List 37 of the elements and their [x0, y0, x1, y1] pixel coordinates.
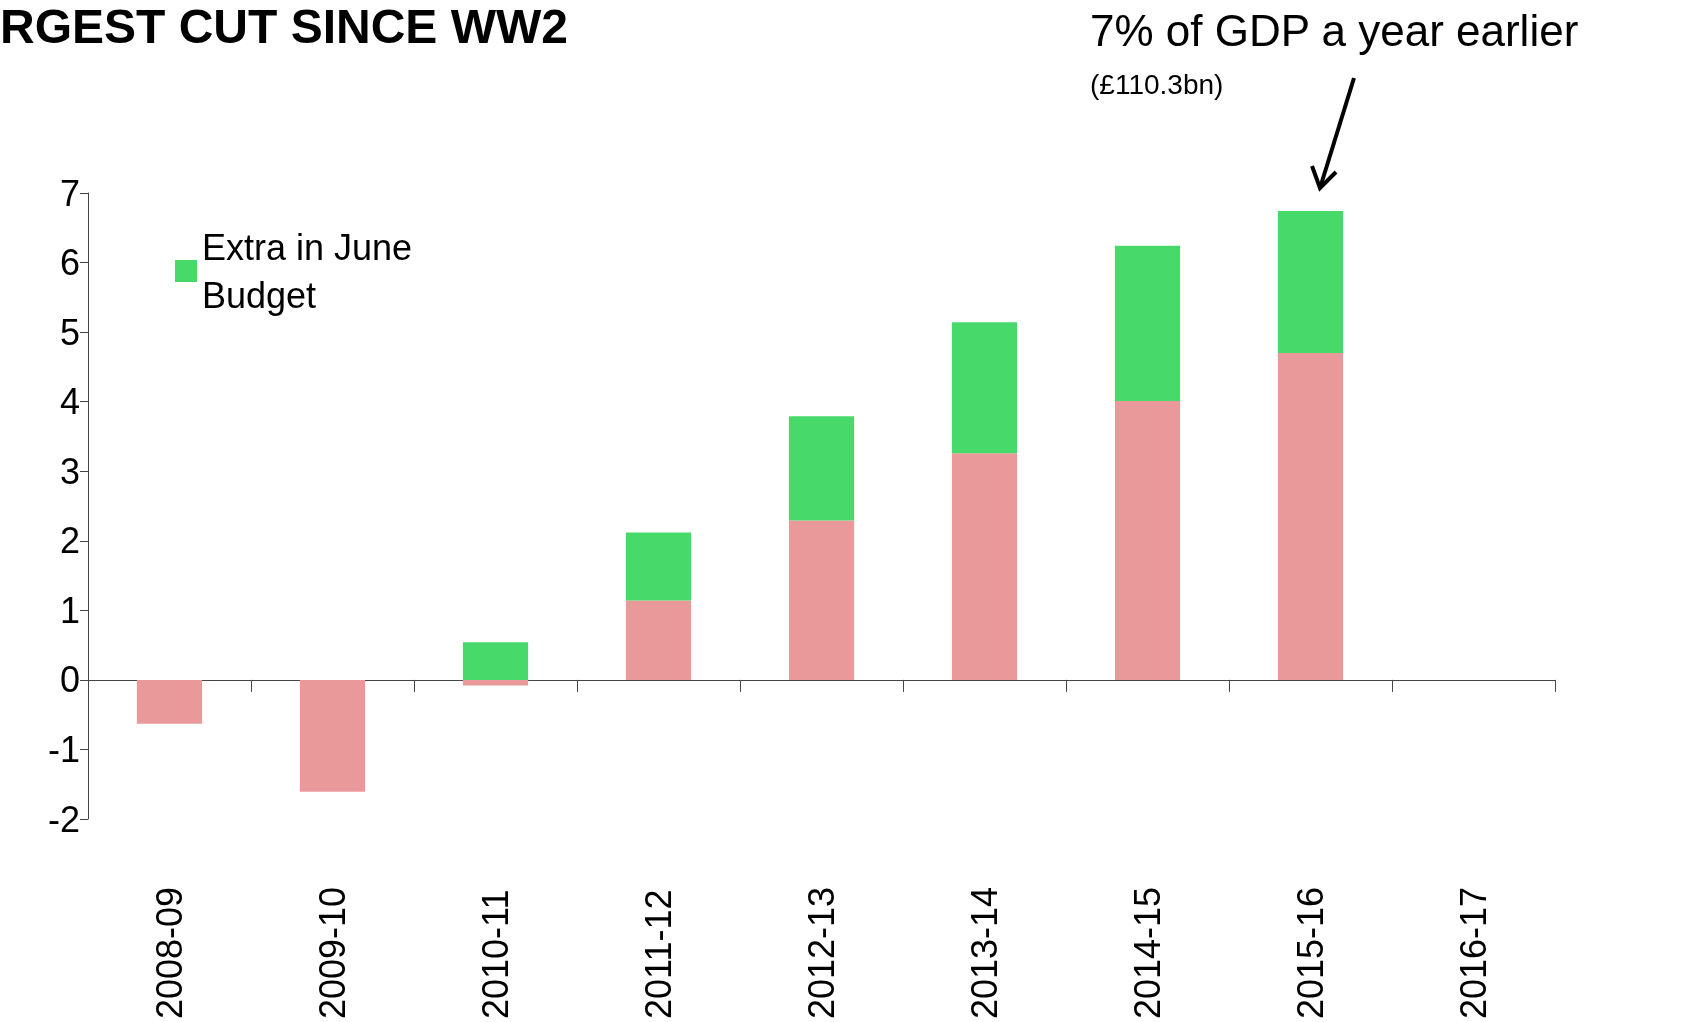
y-tick-label: 5: [59, 311, 80, 353]
x-tick-label: 2016-17: [1453, 886, 1494, 1019]
bar: [299, 679, 366, 792]
bar: [1114, 245, 1181, 401]
bar: [1277, 352, 1344, 680]
x-tick-label: 2010-11: [475, 889, 516, 1019]
bar: [951, 453, 1018, 680]
x-tick-label: 2009-10: [312, 886, 353, 1019]
bar: [625, 532, 692, 601]
bar: [1114, 400, 1181, 680]
legend-label: Extra in June Budget: [202, 226, 423, 316]
bar: [136, 679, 203, 724]
y-tick-label: 6: [59, 242, 80, 284]
y-tick-label: 3: [59, 450, 80, 492]
chart-title: RGEST CUT SINCE WW2: [0, 0, 569, 53]
x-tick-label: 2008-09: [149, 886, 190, 1019]
bar: [462, 679, 529, 686]
y-tick-label: 4: [59, 381, 80, 423]
y-tick-label: -1: [47, 728, 80, 770]
x-tick-label: 2015-16: [1290, 886, 1331, 1019]
x-tick-label: 2014-15: [1127, 886, 1168, 1019]
bar: [625, 600, 692, 680]
x-tick-label: 2013-14: [964, 886, 1005, 1019]
bar: [951, 322, 1018, 454]
x-tick-label: 2012-13: [801, 886, 842, 1019]
bar: [788, 416, 855, 521]
y-tick-label: -2: [47, 798, 80, 840]
y-tick-label: 0: [59, 659, 80, 701]
text: (£110.3bn): [1090, 68, 1224, 100]
y-tick-label: 7: [59, 172, 80, 214]
x-tick-label: 2011-12: [638, 889, 679, 1019]
bar: [1277, 211, 1344, 353]
text: 7% of GDP a year earlier: [1090, 5, 1579, 55]
y-tick-label: 1: [59, 589, 80, 631]
bar: [462, 642, 529, 680]
bar: [788, 520, 855, 680]
y-tick-label: 2: [59, 520, 80, 562]
